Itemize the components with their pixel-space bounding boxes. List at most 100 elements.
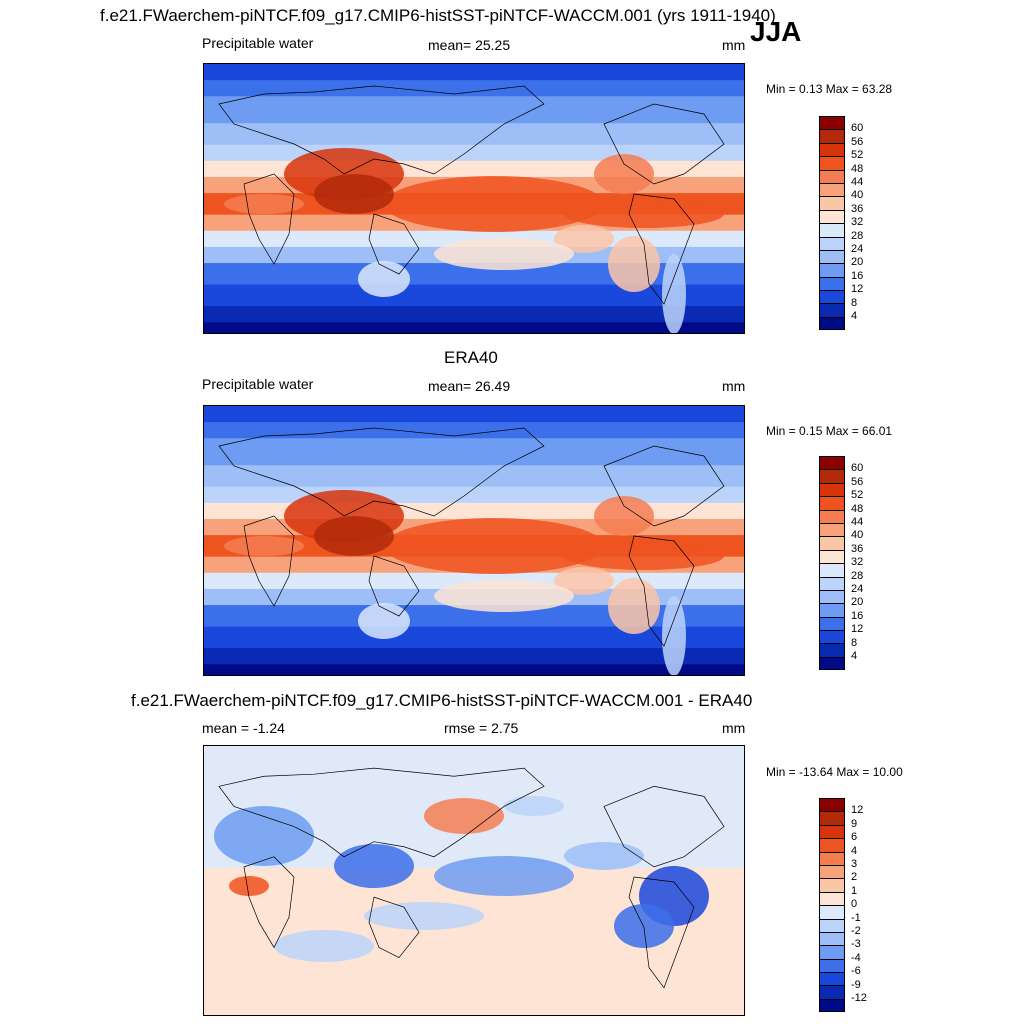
colorbar-swatch <box>819 864 845 879</box>
colorbar-swatch <box>819 972 845 986</box>
colorbar-swatch <box>819 290 845 304</box>
colorbar-tick-label: 52 <box>851 489 864 502</box>
colorbar-tick-label: 4 <box>851 310 858 322</box>
colorbar-swatch <box>819 223 845 237</box>
colorbar-swatch <box>819 563 845 577</box>
colorbar-tick-label: -12 <box>851 992 867 1004</box>
colorbar-swatch <box>819 482 845 497</box>
colorbar-swatch <box>819 509 845 523</box>
colorbar-tick-label: 2 <box>851 871 858 884</box>
panel3-colorbar <box>819 798 845 1013</box>
colorbar-tick-label: 0 <box>851 898 858 911</box>
panel1-variable: Precipitable water <box>202 35 314 51</box>
colorbar-swatch <box>819 905 845 919</box>
colorbar-tick-label: 36 <box>851 542 864 555</box>
colorbar-swatch <box>819 316 845 331</box>
panel2-title: ERA40 <box>444 348 498 367</box>
colorbar-swatch <box>819 496 845 510</box>
colorbar-swatch <box>819 891 845 906</box>
colorbar-tick-label: 24 <box>851 583 864 595</box>
panel3-rmse: rmse = 2.75 <box>444 720 519 736</box>
colorbar-swatch <box>819 630 845 644</box>
colorbar-swatch <box>819 878 845 892</box>
colorbar-tick-label: 9 <box>851 817 858 830</box>
colorbar-tick-label: 20 <box>851 256 864 269</box>
colorbar-swatch <box>819 643 845 657</box>
colorbar-swatch <box>819 156 845 170</box>
colorbar-swatch <box>819 456 845 470</box>
colorbar-tick-label: 60 <box>851 122 864 135</box>
colorbar-swatch <box>819 798 845 812</box>
panel2-mean: mean= 26.49 <box>428 378 511 394</box>
colorbar-tick-label: 12 <box>851 804 864 817</box>
main-title: f.e21.FWaerchem-piNTCF.f09_g17.CMIP6-his… <box>100 6 776 25</box>
panel2-units: mm <box>722 378 746 394</box>
colorbar-swatch <box>819 209 845 224</box>
colorbar-tick-label: 12 <box>851 283 864 296</box>
colorbar-swatch <box>819 263 845 277</box>
colorbar-tick-label: 40 <box>851 529 864 542</box>
colorbar-tick-label: 60 <box>851 462 864 475</box>
colorbar-tick-label: 44 <box>851 516 864 528</box>
colorbar-swatch <box>819 616 845 631</box>
colorbar-tick-label: 4 <box>851 844 858 857</box>
season-label: JJA <box>750 16 802 47</box>
colorbar-swatch <box>819 522 845 537</box>
colorbar-swatch <box>819 469 845 483</box>
colorbar-tick-label: 8 <box>851 296 858 309</box>
panel2-minmax: Min = 0.15 Max = 66.01 <box>766 424 893 438</box>
colorbar-swatch <box>819 851 845 865</box>
panel3-units: mm <box>722 720 746 736</box>
colorbar-tick-label: -3 <box>851 938 861 951</box>
colorbar-tick-label: -9 <box>851 978 861 991</box>
colorbar-tick-label: 32 <box>851 216 864 229</box>
colorbar-tick-label: 20 <box>851 596 864 609</box>
colorbar-swatch <box>819 196 845 210</box>
panel1-map <box>203 63 745 334</box>
colorbar-tick-label: -4 <box>851 951 861 964</box>
panel1-minmax: Min = 0.13 Max = 63.28 <box>766 82 893 96</box>
colorbar-swatch <box>819 931 845 946</box>
colorbar-tick-label: 16 <box>851 609 864 622</box>
colorbar-swatch <box>819 985 845 999</box>
colorbar-swatch <box>819 838 845 852</box>
panel2-variable: Precipitable water <box>202 376 314 392</box>
colorbar-tick-label: 8 <box>851 636 858 649</box>
panel3-minmax: Min = -13.64 Max = 10.00 <box>766 765 903 779</box>
colorbar-swatch <box>819 169 845 183</box>
colorbar-tick-label: 3 <box>851 858 858 870</box>
colorbar-swatch <box>819 236 845 250</box>
colorbar-swatch <box>819 824 845 839</box>
panel3-mean: mean = -1.24 <box>202 720 285 736</box>
colorbar-tick-label: 52 <box>851 149 864 162</box>
colorbar-swatch <box>819 945 845 959</box>
colorbar-tick-label: 32 <box>851 556 864 569</box>
colorbar-tick-label: -2 <box>851 925 861 937</box>
colorbar-swatch <box>819 116 845 130</box>
colorbar-tick-label: 36 <box>851 202 864 215</box>
colorbar-tick-label: -6 <box>851 965 861 978</box>
colorbar-tick-label: 40 <box>851 189 864 202</box>
colorbar-tick-label: 56 <box>851 475 864 488</box>
colorbar-swatch <box>819 918 845 932</box>
panel1-units: mm <box>722 37 746 53</box>
colorbar-tick-label: 28 <box>851 229 864 242</box>
colorbar-swatch <box>819 276 845 291</box>
colorbar-tick-label: 48 <box>851 162 864 175</box>
colorbar-swatch <box>819 603 845 617</box>
colorbar-swatch <box>819 998 845 1013</box>
colorbar-swatch <box>819 656 845 671</box>
colorbar-tick-label: 4 <box>851 650 858 662</box>
colorbar-tick-label: 12 <box>851 623 864 636</box>
colorbar-swatch <box>819 958 845 973</box>
colorbar-tick-label: 56 <box>851 135 864 148</box>
colorbar-swatch <box>819 182 845 197</box>
panel3-map <box>203 745 745 1016</box>
panel1-mean: mean= 25.25 <box>428 37 511 53</box>
colorbar-swatch <box>819 811 845 825</box>
colorbar-swatch <box>819 249 845 264</box>
colorbar-tick-label: 1 <box>851 884 858 897</box>
panel2-map <box>203 405 745 676</box>
panel2-colorbar <box>819 456 845 671</box>
colorbar-swatch <box>819 303 845 317</box>
